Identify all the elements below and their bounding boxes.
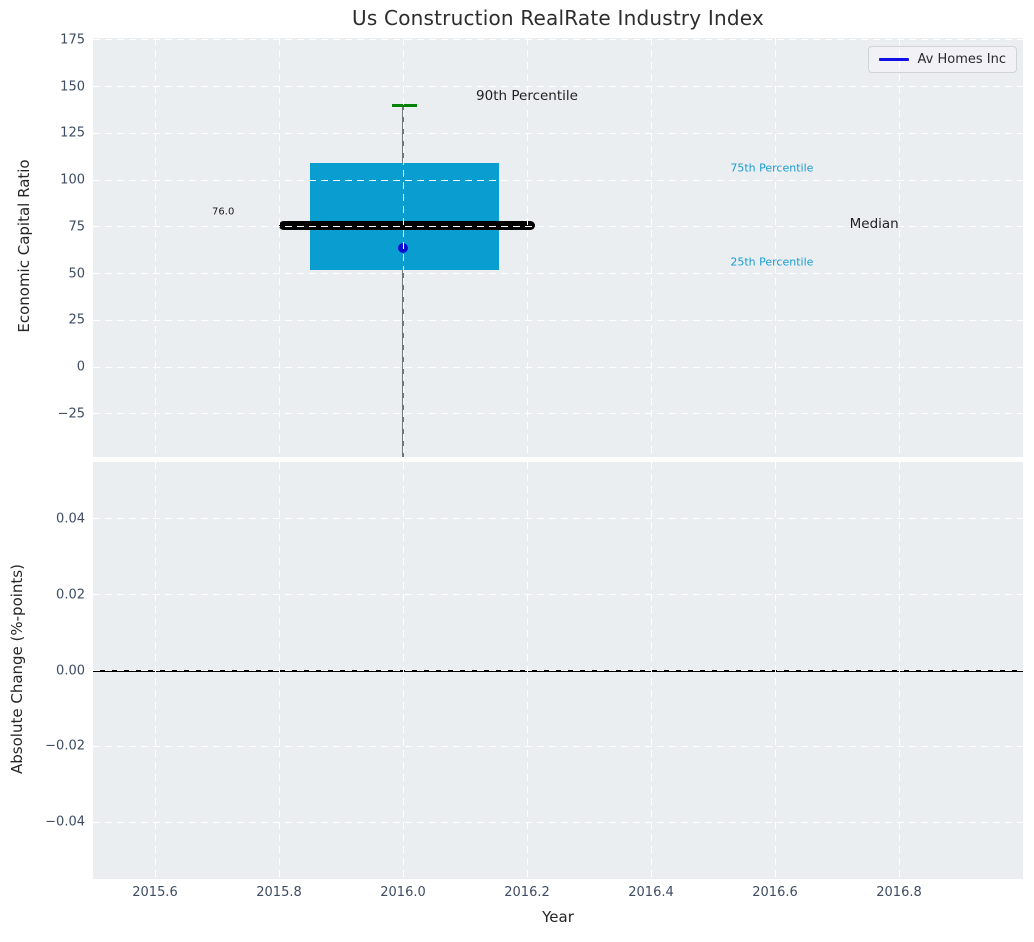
y-tick-label: 125 xyxy=(60,125,85,141)
gridline-horizontal xyxy=(93,273,1023,275)
gridline-horizontal xyxy=(93,594,1023,596)
gridline-horizontal xyxy=(93,179,1023,181)
annotation-25th-percentile: 25th Percentile xyxy=(730,255,814,269)
gridline-horizontal xyxy=(93,413,1023,415)
legend-box: Av Homes Inc xyxy=(867,46,1017,73)
p90-cap xyxy=(391,103,417,107)
x-tick-label: 2015.6 xyxy=(132,885,178,900)
gridline-vertical xyxy=(402,38,404,457)
top-plot-area: Av Homes Inc xyxy=(93,38,1023,457)
gridline-vertical xyxy=(526,38,528,457)
y-tick-label: 0.04 xyxy=(56,511,85,527)
annotation-75th-percentile: 75th Percentile xyxy=(730,161,814,175)
y-tick-label: 0 xyxy=(76,359,85,375)
y-tick-label: 25 xyxy=(68,312,85,328)
gridline-horizontal xyxy=(93,518,1023,520)
x-tick-label: 2016.8 xyxy=(876,885,922,900)
median-line xyxy=(279,220,536,230)
gridline-horizontal xyxy=(93,226,1023,228)
y-tick-label: 100 xyxy=(60,172,85,188)
gridline-horizontal xyxy=(93,670,1023,671)
x-axis-label: Year xyxy=(542,908,574,926)
gridline-horizontal xyxy=(93,821,1023,823)
y-tick-label: 0.02 xyxy=(56,587,85,603)
gridline-horizontal xyxy=(93,366,1023,368)
y-tick-label: 50 xyxy=(68,266,85,282)
y-tick-label: 175 xyxy=(60,32,85,48)
y-tick-label: −0.02 xyxy=(45,738,85,754)
gridline-vertical xyxy=(650,38,652,457)
annotation-76-0: 76.0 xyxy=(212,206,235,218)
gridline-vertical xyxy=(278,462,280,879)
y-tick-label: 0.00 xyxy=(56,663,85,678)
x-tick-label: 2015.8 xyxy=(256,885,302,900)
gridline-vertical xyxy=(402,462,404,879)
y-tick-label: 150 xyxy=(60,79,85,95)
gridline-vertical xyxy=(774,462,776,879)
gridline-vertical xyxy=(278,38,280,457)
gridline-vertical xyxy=(650,462,652,879)
gridline-vertical xyxy=(898,462,900,879)
legend-line-icon xyxy=(878,58,909,61)
gridline-vertical xyxy=(774,38,776,457)
gridline-horizontal xyxy=(93,745,1023,747)
gridline-horizontal xyxy=(93,86,1023,88)
chart-title: Us Construction RealRate Industry Index xyxy=(352,6,764,30)
x-tick-label: 2016.0 xyxy=(380,885,426,900)
bottom-plot-area xyxy=(93,462,1023,879)
legend-label: Av Homes Inc xyxy=(917,52,1006,67)
gridline-vertical xyxy=(154,38,156,457)
top-y-axis-label: Economic Capital Ratio xyxy=(15,159,33,333)
gridline-horizontal xyxy=(93,39,1023,41)
gridline-vertical xyxy=(898,38,900,457)
gridline-horizontal xyxy=(93,319,1023,321)
y-tick-label: 75 xyxy=(68,219,85,235)
y-tick-label: −25 xyxy=(57,406,85,422)
gridline-horizontal xyxy=(93,132,1023,134)
gridline-vertical xyxy=(526,462,528,879)
gridline-vertical xyxy=(154,462,156,879)
annotation-median: Median xyxy=(849,216,899,233)
x-tick-label: 2016.6 xyxy=(752,885,798,900)
annotation-90th-percentile: 90th Percentile xyxy=(476,87,578,104)
y-tick-label: −0.04 xyxy=(45,814,85,830)
x-tick-label: 2016.4 xyxy=(628,885,674,900)
x-tick-label: 2016.2 xyxy=(504,885,550,900)
